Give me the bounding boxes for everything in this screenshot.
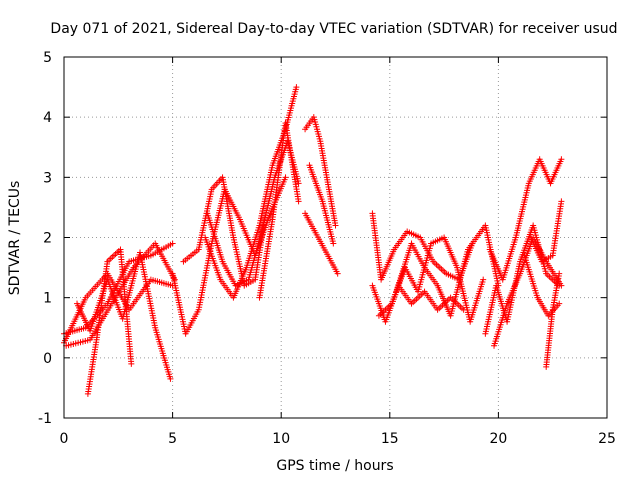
y-tick-label: 0 (43, 351, 52, 367)
series-t23 (543, 270, 563, 370)
plot-frame (63, 56, 608, 419)
data-point (295, 198, 302, 205)
series-t14 (369, 210, 476, 283)
data-point (167, 375, 174, 382)
series-t12 (306, 162, 337, 247)
series-t8 (202, 84, 300, 301)
y-tick-label: 1 (43, 291, 52, 307)
y-tick-label: 4 (43, 110, 52, 126)
series-t10 (256, 120, 302, 301)
series-t19 (486, 156, 565, 283)
series-t22 (527, 198, 565, 265)
data-point (128, 360, 135, 367)
data-point (332, 222, 339, 229)
series-t11 (302, 114, 339, 229)
data-point (460, 306, 467, 313)
data-point (558, 156, 565, 163)
data-point (556, 300, 563, 307)
data-point (334, 270, 341, 277)
x-tick-label: 25 (598, 431, 616, 447)
y-tick-label: 3 (43, 170, 52, 186)
data-points (61, 84, 565, 397)
x-axis-label: GPS time / hours (276, 458, 393, 474)
data-point (556, 270, 563, 277)
y-axis-label: SDTVAR / TECUs (7, 181, 23, 296)
data-point (558, 198, 565, 205)
y-tick-label: 2 (43, 231, 52, 247)
series-t21 (521, 252, 563, 319)
series-t13 (302, 210, 341, 277)
data-point (480, 276, 487, 283)
series-t1 (61, 270, 176, 346)
series-t16 (369, 282, 467, 325)
chart-title: Day 071 of 2021, Sidereal Day-to-day VTE… (50, 21, 617, 37)
series-t15 (375, 234, 487, 325)
series-t17 (393, 222, 502, 319)
x-tick-label: 20 (489, 431, 507, 447)
series-t7 (180, 174, 267, 289)
grid-lines (64, 57, 607, 418)
data-point (330, 240, 337, 247)
y-tick-label: 5 (43, 50, 52, 66)
data-point (293, 84, 300, 91)
y-tick-label: -1 (38, 411, 52, 427)
x-tick-label: 15 (381, 431, 399, 447)
x-tick-label: 0 (60, 431, 69, 447)
data-point (295, 180, 302, 187)
axes: 0 5 10 15 20 25 -1 0 1 2 3 4 5 (38, 50, 616, 447)
data-point (282, 174, 289, 181)
x-tick-label: 10 (272, 431, 290, 447)
data-point (169, 240, 176, 247)
series-t9 (204, 138, 302, 289)
x-tick-label: 5 (168, 431, 177, 447)
